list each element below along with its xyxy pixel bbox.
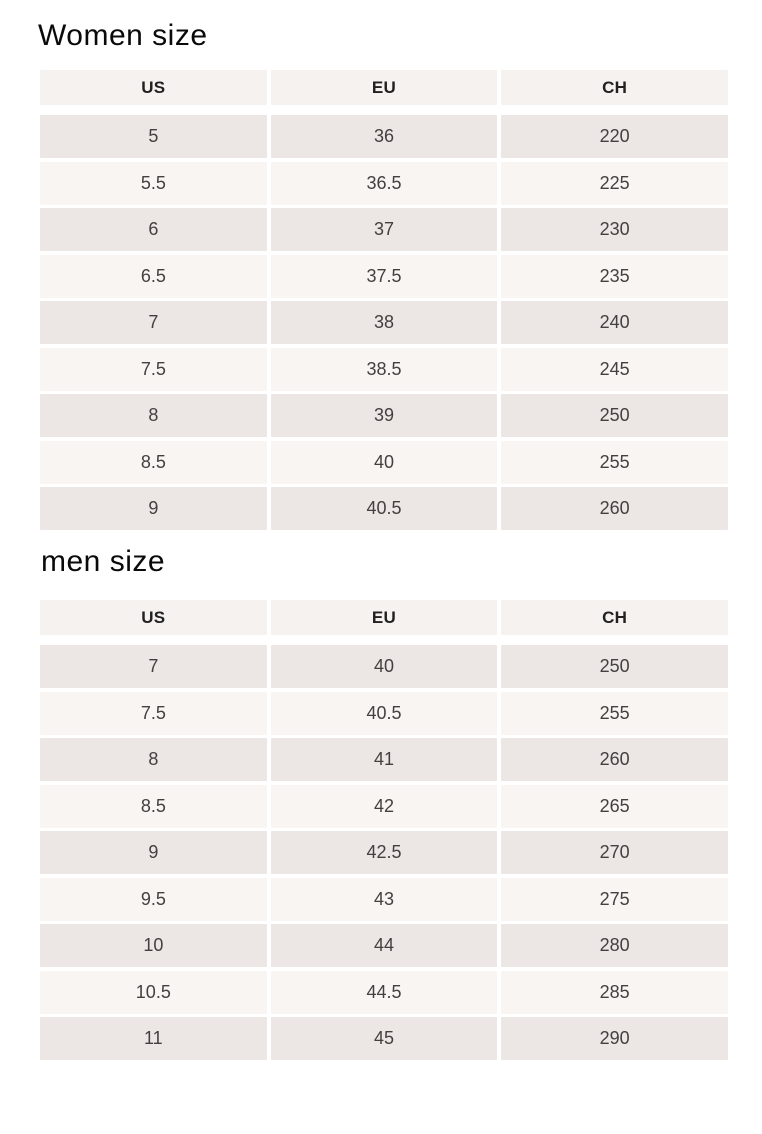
table-cell: 255 [501,440,728,484]
men-size-title: men size [41,545,166,578]
table-cell: 40.5 [270,691,498,735]
table-cell: 255 [501,691,728,735]
table-cell: 230 [501,208,728,251]
table-cell: 44 [270,924,498,967]
table-cell: 7 [40,645,267,688]
table-cell: 260 [501,738,728,781]
table-cell: 40 [270,645,498,688]
table-cell: 10 [40,924,267,967]
column-header-ch: CH [501,70,728,105]
column-header-ch: CH [501,600,728,635]
table-cell: 280 [501,924,728,967]
women-size-section: Women size US EU CH 5 36 220 5.5 36.5 225 6 37 230… [0,18,762,530]
table-cell: 7.5 [40,691,267,735]
table-header-row: US EU CH [40,600,728,635]
table-cell: 8 [40,394,267,437]
table-cell: 265 [501,784,728,828]
table-cell: 235 [501,254,728,298]
table-cell: 5 [40,115,267,158]
table-cell: 7 [40,301,267,344]
table-cell: 250 [501,645,728,688]
column-header-eu: EU [270,600,498,635]
table-cell: 36.5 [270,161,498,205]
men-size-table: US EU CH 7 40 250 7.5 40.5 255 8 41 260 8.5 42 265 9 42… [40,600,728,1060]
table-cell: 42.5 [270,831,498,874]
women-size-table: US EU CH 5 36 220 5.5 36.5 225 6 37 230 6.5 37.5 235 7… [40,70,728,530]
table-cell: 41 [270,738,498,781]
table-cell: 38.5 [270,347,498,391]
table-cell: 275 [501,877,728,921]
table-body: 5 36 220 5.5 36.5 225 6 37 230 6.5 37.5 235 7 38 240 7.… [40,115,728,530]
size-guide-page: Women size US EU CH 5 36 220 5.5 36.5 225 6 37 230… [0,18,762,1060]
table-cell: 8 [40,738,267,781]
table-cell: 43 [270,877,498,921]
table-cell: 8.5 [40,440,267,484]
table-cell: 9.5 [40,877,267,921]
table-cell: 38 [270,301,498,344]
table-cell: 40.5 [270,487,498,530]
table-cell: 7.5 [40,347,267,391]
table-cell: 225 [501,161,728,205]
table-cell: 37 [270,208,498,251]
table-cell: 220 [501,115,728,158]
column-header-eu: EU [270,70,498,105]
table-cell: 36 [270,115,498,158]
table-cell: 250 [501,394,728,437]
table-cell: 290 [501,1017,728,1060]
table-cell: 285 [501,970,728,1014]
table-cell: 9 [40,487,267,530]
table-cell: 9 [40,831,267,874]
table-cell: 270 [501,831,728,874]
men-size-section: men size US EU CH 7 40 250 7.5 40.5 255 8 41 260 8.… [0,544,762,1060]
table-cell: 37.5 [270,254,498,298]
table-cell: 39 [270,394,498,437]
table-cell: 245 [501,347,728,391]
table-header-row: US EU CH [40,70,728,105]
table-cell: 240 [501,301,728,344]
table-cell: 11 [40,1017,267,1060]
table-cell: 6.5 [40,254,267,298]
table-body: 7 40 250 7.5 40.5 255 8 41 260 8.5 42 265 9 42.5 270 9.… [40,645,728,1060]
table-cell: 40 [270,440,498,484]
table-cell: 8.5 [40,784,267,828]
table-cell: 10.5 [40,970,267,1014]
table-cell: 42 [270,784,498,828]
table-cell: 44.5 [270,970,498,1014]
table-cell: 6 [40,208,267,251]
column-header-us: US [40,600,267,635]
women-size-title: Women size [38,19,208,52]
column-header-us: US [40,70,267,105]
table-cell: 260 [501,487,728,530]
table-cell: 45 [270,1017,498,1060]
table-cell: 5.5 [40,161,267,205]
